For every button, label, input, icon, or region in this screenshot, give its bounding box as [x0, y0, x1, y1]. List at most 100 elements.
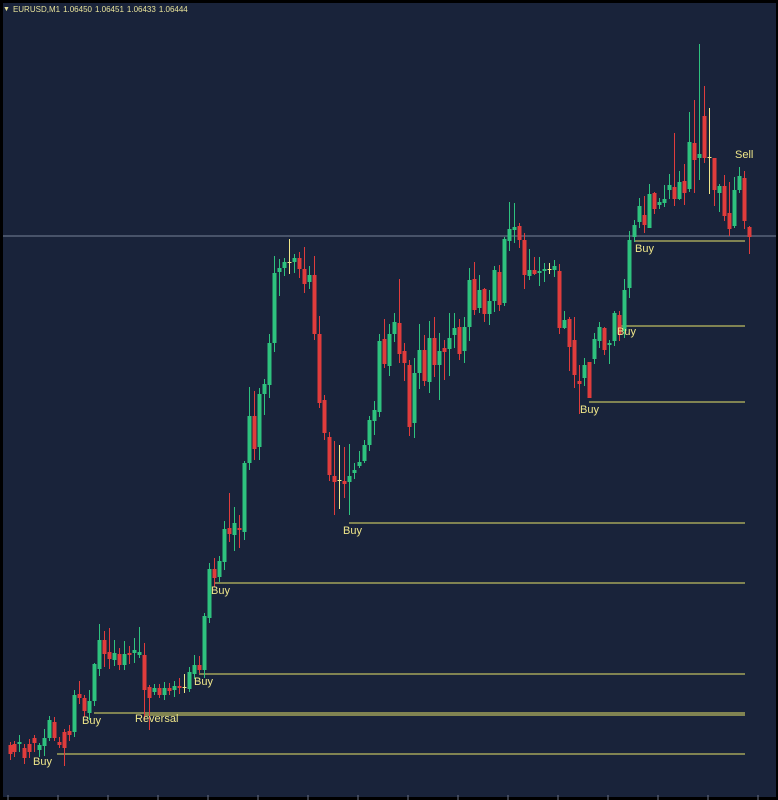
- candle-body: [107, 652, 112, 659]
- candle-body: [587, 362, 592, 398]
- candle-body: [547, 269, 552, 270]
- candle-body: [687, 142, 692, 189]
- candle-body: [672, 187, 677, 199]
- candle-body: [337, 480, 342, 481]
- candle-body: [177, 686, 182, 688]
- candle-body: [192, 665, 197, 674]
- candle-body: [662, 199, 667, 203]
- candle-body: [257, 394, 262, 447]
- candle-body: [347, 476, 352, 482]
- ohlc-low: 1.06433: [126, 4, 156, 14]
- sell-signal-label: Sell: [735, 149, 753, 161]
- candle-body: [152, 688, 157, 692]
- candle-body: [622, 290, 627, 331]
- candle-body: [407, 365, 412, 427]
- candle-body: [637, 206, 642, 222]
- candle-body: [307, 275, 312, 282]
- candle-body: [667, 185, 672, 190]
- candle-body: [702, 116, 707, 158]
- candle-body: [277, 268, 282, 272]
- candle-body: [632, 225, 637, 237]
- candle-body: [87, 701, 92, 713]
- symbol-label: EURUSD,M1: [12, 4, 61, 14]
- candle-body: [117, 654, 122, 665]
- candle-body: [682, 181, 687, 193]
- candle-body: [552, 266, 557, 270]
- candle-body: [612, 313, 617, 341]
- candle-body: [647, 194, 652, 228]
- candle-body: [517, 226, 522, 240]
- candle-body: [432, 338, 437, 365]
- candle-body: [317, 334, 322, 403]
- candle-body: [512, 227, 517, 230]
- buy-signal-label: Buy: [635, 243, 654, 255]
- candle-body: [147, 687, 152, 698]
- candle-body: [157, 688, 162, 695]
- candle-body: [52, 722, 57, 738]
- candle-body: [467, 280, 472, 327]
- candle-body: [627, 240, 632, 288]
- candle-body: [457, 327, 462, 354]
- menu-triangle-icon[interactable]: ▼: [3, 5, 10, 13]
- candle-body: [452, 328, 457, 335]
- candle-body: [362, 445, 367, 461]
- candle-body: [142, 655, 147, 690]
- candle-body: [242, 463, 247, 532]
- candle-body: [8, 745, 13, 754]
- candle-body: [742, 178, 747, 221]
- candle-body: [532, 270, 537, 274]
- candle-body: [477, 290, 482, 308]
- candle-body: [412, 373, 417, 423]
- candle-body: [297, 258, 302, 269]
- candle-body: [442, 348, 447, 352]
- candle-body: [262, 384, 267, 394]
- candle-body: [232, 523, 237, 535]
- candle-body: [77, 694, 82, 698]
- candle-body: [42, 738, 47, 746]
- candle-body: [132, 650, 137, 653]
- candle-body: [607, 343, 612, 345]
- candle-body: [237, 528, 242, 530]
- candle-body: [302, 269, 307, 284]
- candle-body: [202, 616, 207, 670]
- price-chart-area[interactable]: [3, 3, 776, 797]
- candle-body: [502, 239, 507, 303]
- candle-body: [487, 301, 492, 314]
- candle-body: [227, 528, 232, 534]
- candle-body: [82, 698, 87, 711]
- candle-body: [417, 350, 422, 373]
- candle-body: [207, 569, 212, 618]
- candle-body: [17, 742, 22, 744]
- candle-body: [722, 186, 727, 216]
- candle-body: [97, 640, 102, 669]
- candle-body: [747, 227, 752, 237]
- buy-signal-label: Buy: [617, 326, 636, 338]
- candle-body: [352, 470, 357, 473]
- candle-body: [217, 561, 222, 577]
- candle-body: [557, 271, 562, 328]
- candle-body: [522, 240, 527, 275]
- candle-body: [222, 529, 227, 562]
- candle-body: [497, 272, 502, 305]
- candle-body: [732, 190, 737, 226]
- candle-body: [327, 437, 332, 475]
- candle-body: [527, 270, 532, 276]
- candle-body: [692, 143, 697, 160]
- buy-signal-label: Buy: [194, 676, 213, 688]
- candle-body: [22, 748, 27, 758]
- candle-body: [162, 688, 167, 695]
- candle-body: [707, 157, 712, 158]
- candle-body: [737, 176, 742, 190]
- candle-body: [252, 416, 257, 449]
- candle-body: [12, 744, 17, 752]
- candle-body: [402, 351, 407, 363]
- candle-body: [597, 327, 602, 341]
- candle-body: [167, 688, 172, 691]
- candle-body: [397, 323, 402, 354]
- candle-body: [267, 343, 272, 385]
- candle-body: [187, 672, 192, 689]
- candle-body: [62, 732, 67, 748]
- candle-body: [462, 327, 467, 351]
- ohlc-high: 1.06451: [94, 4, 124, 14]
- candle-body: [122, 654, 127, 665]
